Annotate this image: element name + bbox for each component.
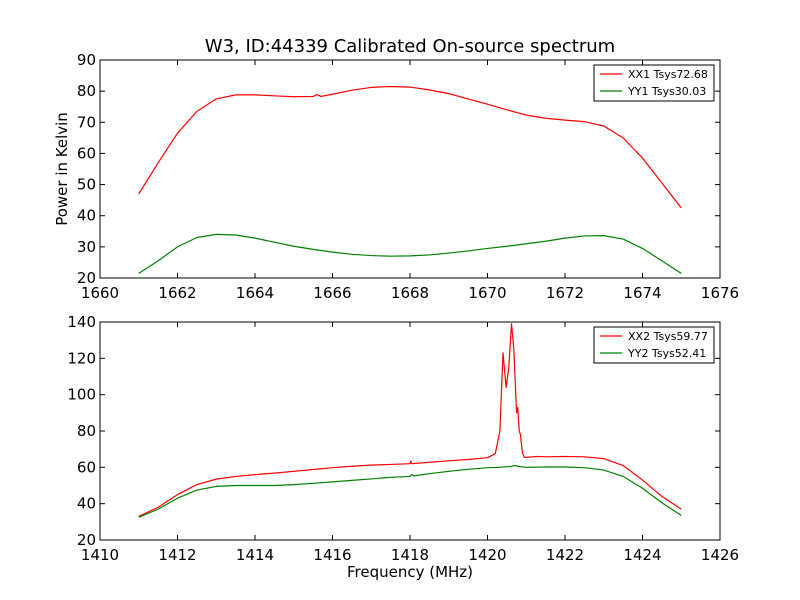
y-tick-label: 30 [77, 238, 96, 256]
chart-title: W3, ID:44339 Calibrated On-source spectr… [205, 36, 615, 57]
x-tick-label: 1674 [623, 284, 661, 302]
y-tick-label: 60 [77, 458, 96, 476]
x-tick-label: 1670 [468, 284, 506, 302]
y-tick-label: 80 [77, 82, 96, 100]
x-tick-label: 1666 [313, 284, 351, 302]
x-tick-label: 1410 [81, 546, 119, 564]
x-tick-label: 1672 [546, 284, 584, 302]
x-tick-label: 1426 [701, 546, 739, 564]
bottom-plot-panel: 1410 1412 1414 1416 1418 1420 1422 1424 1426 20 40… [67, 313, 739, 564]
legend-box [593, 326, 715, 364]
y-tick-label: 20 [77, 531, 96, 549]
legend-label-0: XX2 Tsys59.77 [628, 330, 708, 343]
legend-label-0: XX1 Tsys72.68 [628, 68, 708, 81]
y-tick-label: 80 [77, 422, 96, 440]
y-tick-label: 120 [67, 349, 96, 367]
y-tick-label: 60 [77, 144, 96, 162]
y-tick-label: 40 [77, 207, 96, 225]
x-tick-label: 1414 [236, 546, 274, 564]
x-tick-label: 1424 [623, 546, 661, 564]
legend-label-1: YY1 Tsys30.03 [627, 85, 706, 98]
series-line-1-1 [138, 464, 682, 518]
x-tick-label: 1664 [236, 284, 274, 302]
y-tick-label: 40 [77, 495, 96, 513]
legend: XX2 Tsys59.77 YY2 Tsys52.41 [593, 326, 715, 364]
top-plot-panel: 1660 1662 1664 1666 1668 1670 1672 1674 1676 20 30… [77, 51, 739, 302]
series-line-1-0 [138, 323, 682, 517]
y-tick-label: 140 [67, 313, 96, 331]
y-tick-label: 70 [77, 113, 96, 131]
x-tick-label: 1422 [546, 546, 584, 564]
x-tick-label: 1676 [701, 284, 739, 302]
y-tick-label: 90 [77, 51, 96, 69]
legend-label-1: YY2 Tsys52.41 [627, 347, 706, 360]
y-tick-label: 100 [67, 386, 96, 404]
x-axis-label: Frequency (MHz) [347, 563, 473, 581]
x-tick-label: 1662 [158, 284, 196, 302]
legend: XX1 Tsys72.68 YY1 Tsys30.03 [593, 64, 715, 102]
series-line-0-0 [138, 85, 682, 209]
x-tick-label: 1412 [158, 546, 196, 564]
x-tick-label: 1660 [81, 284, 119, 302]
y-tick-label: 50 [77, 176, 96, 194]
x-tick-label: 1416 [313, 546, 351, 564]
x-tick-label: 1418 [391, 546, 429, 564]
y-axis-label: Power in Kelvin [53, 112, 71, 226]
y-tick-label: 20 [77, 269, 96, 287]
x-tick-label: 1420 [468, 546, 506, 564]
series-line-0-1 [138, 233, 682, 274]
x-tick-label: 1668 [391, 284, 429, 302]
legend-box [593, 64, 715, 102]
